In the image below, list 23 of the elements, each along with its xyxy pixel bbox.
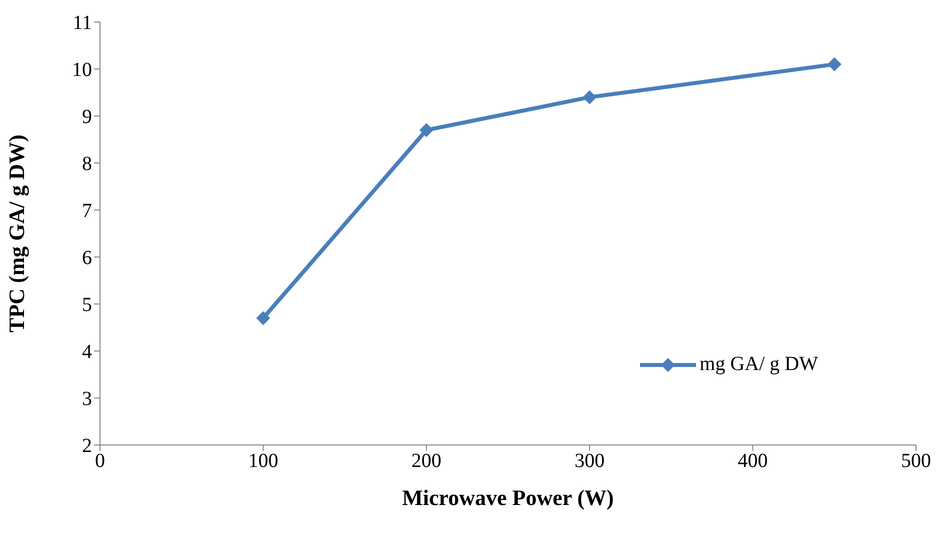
point [419,123,434,138]
y-tick-label: 2 [82,435,92,458]
x-tick-label: 500 [901,450,931,472]
y-tick-label: 5 [82,294,92,316]
point [256,311,270,326]
y-tick-label: 10 [72,59,92,82]
y-tick-label: 7 [82,200,92,222]
x-tick-label: 400 [738,450,768,472]
point [582,90,597,104]
y-tick-label: 4 [82,341,92,364]
y-tick-label: 9 [82,106,92,128]
y-tick-label: 6 [82,247,92,270]
x-tick-label: 0 [95,450,105,472]
y-tick-label: 3 [82,388,92,410]
y-tick-label: 11 [72,12,92,34]
legend-label: mg GA/ g DW [700,353,818,376]
point [827,57,842,72]
y-axis-title: TPC (mg GA/ g DW) [4,134,29,332]
x-tick-label: 200 [411,450,442,472]
x-axis-title: Microwave Power (W) [402,485,614,510]
x-tick-label: 300 [574,450,605,472]
y-tick-label: 8 [82,153,92,176]
x-tick-label: 100 [248,450,278,472]
